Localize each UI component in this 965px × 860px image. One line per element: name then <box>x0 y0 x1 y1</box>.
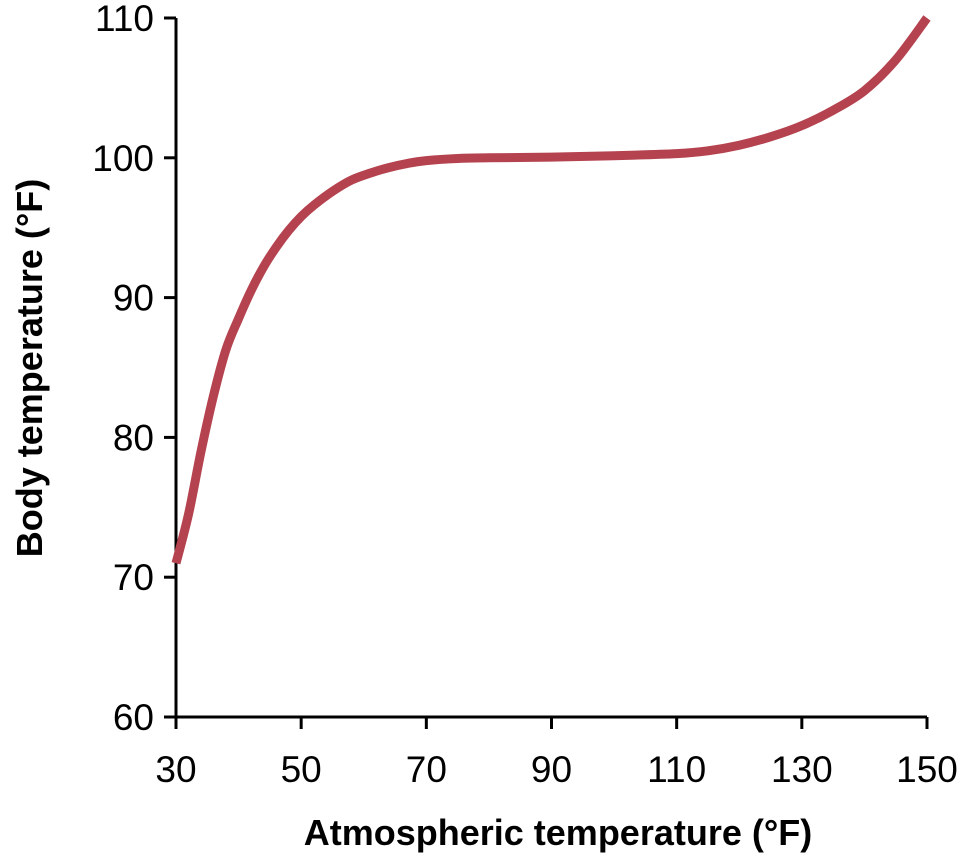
y-tick-label: 100 <box>92 138 154 179</box>
y-tick-label: 70 <box>113 557 154 598</box>
y-tick-label: 60 <box>113 697 154 738</box>
y-ticks: 60 70 80 90 100 110 <box>92 0 176 738</box>
x-tick-label: 50 <box>281 749 322 790</box>
x-tick-label: 70 <box>406 749 447 790</box>
series-line-0 <box>171 15 931 565</box>
series-layer <box>171 15 931 565</box>
y-tick-label: 110 <box>95 0 154 39</box>
x-tick-label: 130 <box>771 749 833 790</box>
x-ticks: 30 50 70 90 110 130 150 <box>155 717 958 790</box>
y-tick-label: 80 <box>113 417 154 458</box>
x-tick-label: 30 <box>155 749 196 790</box>
y-tick-label: 90 <box>113 278 154 319</box>
y-axis-title: Body temperature (°F) <box>9 179 50 557</box>
x-tick-label: 90 <box>531 749 572 790</box>
x-axis-title: Atmospheric temperature (°F) <box>304 812 812 853</box>
x-tick-label: 110 <box>647 749 706 790</box>
x-tick-label: 150 <box>896 749 958 790</box>
